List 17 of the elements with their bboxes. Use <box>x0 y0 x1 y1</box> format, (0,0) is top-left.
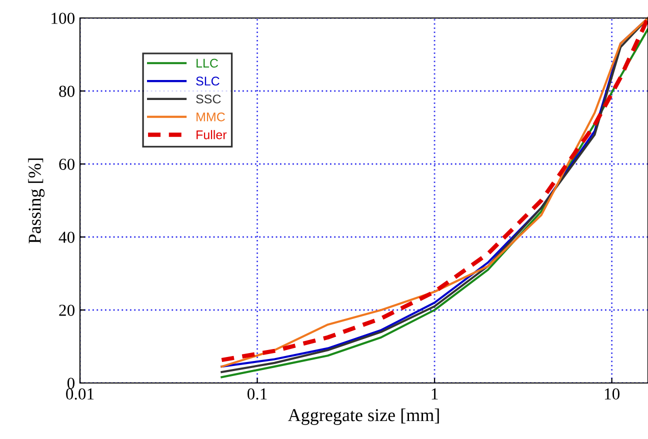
legend-label: LLC <box>196 58 218 68</box>
y-tick-label: 40 <box>58 232 75 243</box>
y-tick-label: 100 <box>52 12 75 24</box>
x-tick-label: 0.01 <box>66 388 94 400</box>
legend-label: MMC <box>196 112 225 122</box>
x-tick-label: 0.1 <box>247 388 267 400</box>
legend-label: Fuller <box>196 130 227 140</box>
y-axis-title: Passing [%] <box>28 158 45 244</box>
x-axis-title: Aggregate size [mm] <box>288 408 439 425</box>
legend-label: SLC <box>196 76 220 86</box>
x-tick-label: 1 <box>432 388 438 400</box>
x-tick-label: 10 <box>604 388 620 400</box>
y-tick-label: 20 <box>59 304 75 316</box>
y-tick-label: 80 <box>59 86 75 97</box>
y-tick-label: 60 <box>59 158 75 170</box>
legend-label: SSC <box>196 94 221 104</box>
y-tick-label: 0 <box>67 378 75 389</box>
